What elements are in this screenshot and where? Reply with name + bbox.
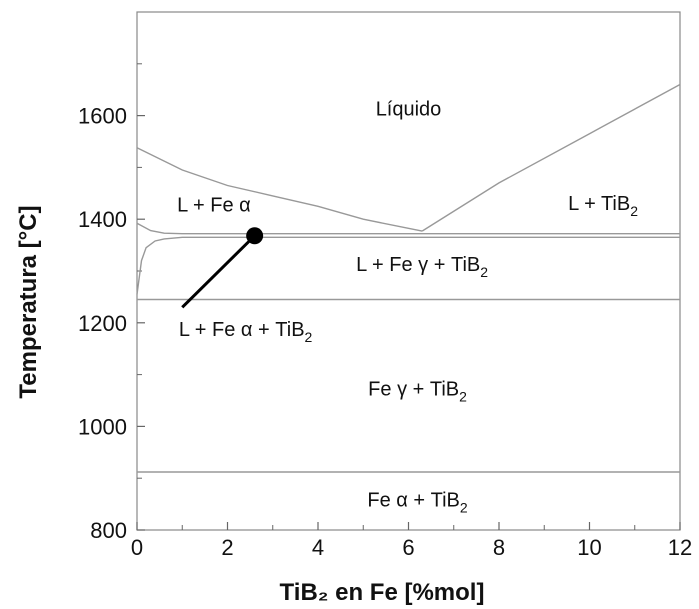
region-label: L + Fe γ + TiB2: [356, 254, 488, 280]
region-label-text: L + Fe γ + TiB: [356, 254, 480, 276]
x-tick-label: 4: [312, 535, 324, 560]
y-tick-label: 1000: [78, 414, 127, 439]
region-label: Fe α + TiB2: [367, 490, 468, 516]
region-label: Líquido: [376, 99, 442, 121]
region-label-text: Líquido: [376, 99, 442, 121]
region-label-subscript: 2: [480, 264, 488, 280]
callout-leader-line: [181, 234, 256, 309]
y-tick-label: 1600: [78, 104, 127, 129]
y-tick-label: 1200: [78, 311, 127, 336]
x-tick-label: 6: [402, 535, 414, 560]
y-tick-label: 800: [90, 518, 127, 543]
region-label-subscript: 2: [305, 329, 313, 345]
plot-area: [136, 11, 681, 531]
region-label: L + Fe α + TiB2: [179, 319, 313, 345]
region-label-subscript: 2: [630, 203, 638, 219]
x-tick-label: 10: [577, 535, 601, 560]
region-label: L + Fe α: [177, 194, 251, 216]
x-tick-label: 2: [221, 535, 233, 560]
x-tick-label: 8: [493, 535, 505, 560]
region-label-text: Fe γ + TiB: [368, 378, 459, 400]
axis-ticks: 0 2 4 6 8 10 12 800 1000 1200 1400 1600: [78, 63, 692, 560]
annotations: [181, 227, 264, 309]
region-label-text: Fe α + TiB: [367, 490, 460, 512]
y-tick-label: 1400: [78, 207, 127, 232]
phase-boundaries: [136, 83, 681, 473]
x-axis-title: TiB₂ en Fe [%mol]: [280, 579, 485, 606]
phase-boundary-line: [136, 236, 680, 295]
x-tick-label: 12: [668, 535, 692, 560]
region-label-subscript: 2: [460, 500, 468, 516]
phase-boundary-line: [421, 83, 681, 232]
x-tick-label: 0: [131, 535, 143, 560]
region-label: Fe γ + TiB2: [368, 378, 467, 404]
phase-boundary-line: [136, 222, 680, 235]
phase-boundary-line: [136, 147, 423, 232]
y-axis-title: Temperatura [°C]: [15, 205, 42, 398]
region-label: L + TiB2: [568, 193, 638, 219]
region-label-text: L + TiB: [568, 193, 630, 215]
region-label-subscript: 2: [459, 388, 467, 404]
region-label-text: L + Fe α + TiB: [179, 319, 305, 341]
callout-marker-dot: [246, 227, 264, 245]
region-label-text: L + Fe α: [177, 194, 251, 216]
